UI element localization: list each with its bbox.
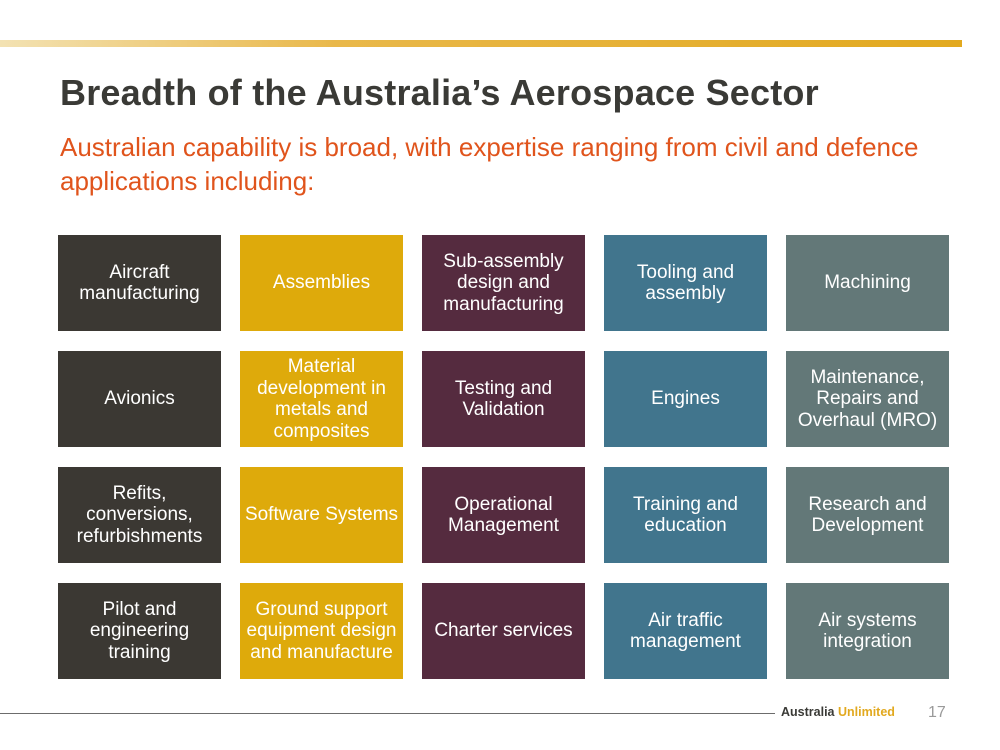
footer-divider (0, 713, 775, 714)
capability-tile: Sub-assembly design and manufacturing (422, 235, 585, 331)
slide-subtitle: Australian capability is broad, with exp… (60, 132, 919, 196)
capability-tile: Machining (786, 235, 949, 331)
capability-tile: Aircraft manufacturing (58, 235, 221, 331)
capability-tile: Refits, conversions, refurbishments (58, 467, 221, 563)
brand-name-part2: Unlimited (837, 705, 895, 719)
capability-tile: Testing and Validation (422, 351, 585, 447)
capability-tile: Material development in metals and compo… (240, 351, 403, 447)
capability-tile: Tooling and assembly (604, 235, 767, 331)
capability-grid: Aircraft manufacturing Assemblies Sub-as… (58, 235, 949, 679)
capability-tile: Charter services (422, 583, 585, 679)
capability-tile: Research and Development (786, 467, 949, 563)
capability-tile: Avionics (58, 351, 221, 447)
capability-tile: Operational Management (422, 467, 585, 563)
capability-tile: Pilot and engineering training (58, 583, 221, 679)
capability-tile: Air systems integration (786, 583, 949, 679)
slide-title: Breadth of the Australia’s Aerospace Sec… (60, 72, 819, 113)
capability-tile: Maintenance, Repairs and Overhaul (MRO) (786, 351, 949, 447)
capability-tile: Software Systems (240, 467, 403, 563)
capability-tile: Engines (604, 351, 767, 447)
page-number: 17 (928, 704, 946, 721)
accent-bar (0, 40, 962, 47)
brand-name-part1: Australia (781, 705, 835, 719)
capability-tile: Ground support equipment design and manu… (240, 583, 403, 679)
brand-logo: Australia Unlimited (781, 705, 895, 719)
capability-tile: Training and education (604, 467, 767, 563)
capability-tile: Assemblies (240, 235, 403, 331)
capability-tile: Air traffic management (604, 583, 767, 679)
